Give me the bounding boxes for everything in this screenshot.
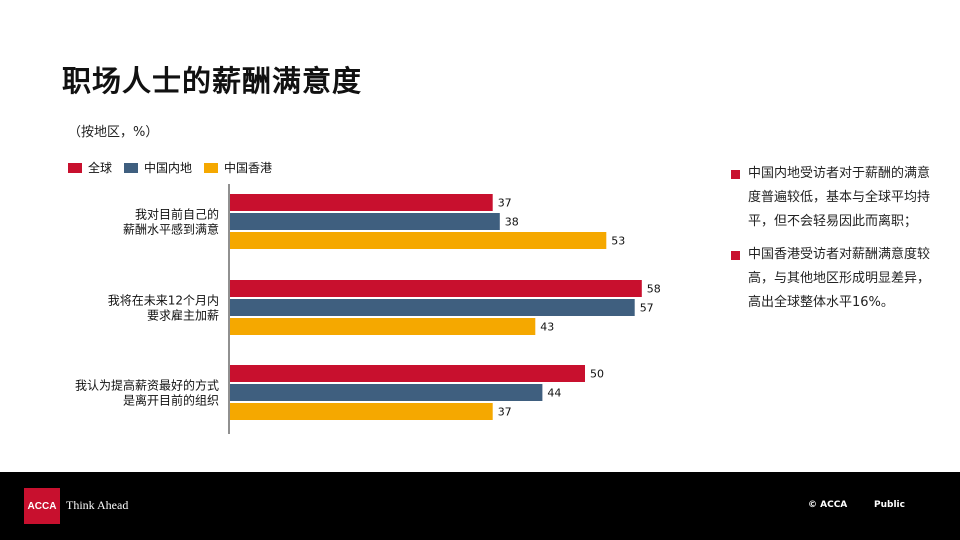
legend-swatch-hongkong (204, 162, 219, 173)
data-label: 44 (547, 387, 561, 400)
bar (230, 365, 585, 382)
category-label: 我对目前自己的薪酬水平感到满意 (123, 207, 219, 237)
chart-legend: 全球 中国内地 中国香港 (68, 159, 272, 176)
bar (230, 232, 607, 249)
page-title: 职场人士的薪酬满意度 (62, 64, 363, 98)
legend-item-hongkong: 中国香港 (204, 159, 272, 176)
insight-notes: 中国内地受访者对于薪酬的满意度普遍较低，基本与全球平均持平，但不会轻易因此而离职… (731, 162, 931, 324)
legend-item-global: 全球 (68, 159, 112, 176)
note-item: 中国内地受访者对于薪酬的满意度普遍较低，基本与全球平均持平，但不会轻易因此而离职… (731, 162, 931, 234)
bar (230, 299, 635, 316)
note-item: 中国香港受访者对薪酬满意度较高，与其他地区形成明显差异，高出全球整体水平16%。 (731, 243, 931, 315)
acca-logo: ACCA (24, 488, 60, 524)
data-label: 37 (498, 406, 512, 419)
data-label: 57 (640, 302, 654, 315)
copyright: © ACCA (808, 500, 848, 510)
data-label: 37 (498, 197, 512, 210)
bar (230, 318, 536, 335)
legend-label-global: 全球 (88, 161, 113, 175)
bar (230, 403, 493, 420)
bar (230, 194, 493, 211)
data-label: 38 (505, 216, 519, 229)
legend-swatch-mainland (124, 162, 139, 173)
legend-label-hongkong: 中国香港 (224, 161, 273, 175)
legend-label-mainland: 中国内地 (144, 161, 193, 175)
square-bullet-icon (731, 170, 740, 179)
data-label: 58 (647, 283, 661, 296)
square-bullet-icon (731, 251, 740, 260)
data-label: 50 (590, 368, 604, 381)
bar (230, 280, 642, 297)
classification-label: Public (874, 500, 905, 510)
data-label: 53 (611, 235, 625, 248)
category-label: 我认为提高薪资最好的方式是离开目前的组织 (75, 378, 219, 408)
data-label: 43 (540, 321, 554, 334)
note-text: 中国内地受访者对于薪酬的满意度普遍较低，基本与全球平均持平，但不会轻易因此而离职… (748, 166, 931, 229)
tagline: Think Ahead (66, 498, 129, 512)
note-text: 中国香港受访者对薪酬满意度较高，与其他地区形成明显差异，高出全球整体水平16%。 (748, 247, 931, 310)
bar-chart: 我对目前自己的薪酬水平感到满意 37 38 53 我将在未来12个月内要求雇主加薪 58 5… (75, 184, 661, 434)
chart-subtitle: （按地区，%） (68, 125, 159, 140)
legend-item-mainland: 中国内地 (124, 159, 192, 176)
footer-bar (0, 472, 960, 540)
legend-swatch-global (68, 162, 82, 173)
bar (230, 213, 500, 230)
category-label: 我将在未来12个月内要求雇主加薪 (108, 294, 219, 323)
bar (230, 384, 543, 401)
